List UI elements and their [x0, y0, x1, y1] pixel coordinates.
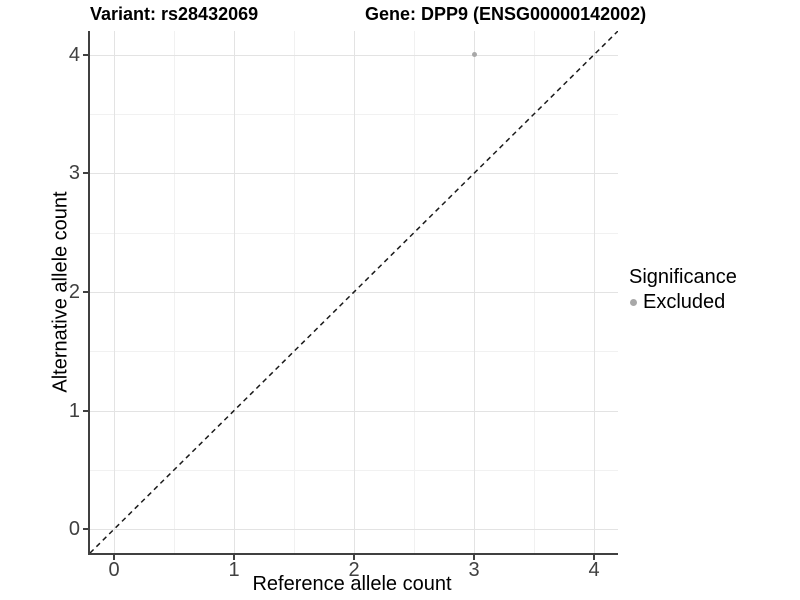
plot-title-gene: Gene: DPP9 (ENSG00000142002)	[365, 4, 647, 24]
x-tick-label: 4	[588, 559, 600, 581]
y-major-gridline	[90, 173, 618, 175]
x-axis-title: Reference allele count	[252, 573, 452, 595]
y-tick-label: 1	[68, 399, 80, 422]
x-tick-label: 1	[228, 559, 240, 581]
y-tick-label: 2	[68, 281, 80, 303]
y-tick-mark	[83, 409, 90, 412]
x-tick-mark	[593, 553, 595, 560]
y-major-gridline	[90, 292, 618, 293]
y-tick-label: 0	[68, 518, 80, 541]
x-tick-label: 2	[348, 559, 360, 581]
y-major-gridline	[90, 54, 618, 56]
y-tick-label: 4	[68, 43, 80, 66]
legend-item-label: Excluded	[643, 291, 726, 313]
plot-title-variant: Variant: rs28432069	[90, 4, 259, 24]
x-tick-mark	[473, 553, 475, 560]
y-tick-mark	[83, 528, 90, 531]
y-tick-label: 3	[68, 162, 80, 185]
x-tick-mark	[353, 553, 355, 560]
data-point	[471, 52, 477, 58]
x-tick-label: 0	[108, 559, 120, 581]
legend-title: Significance	[629, 266, 737, 288]
plot-panel: 0 1 2 3 4 0 1 2 3 4	[69, 31, 618, 581]
y-tick-mark	[83, 172, 90, 175]
legend: Significance Excluded	[629, 266, 737, 314]
y-tick-mark	[83, 53, 90, 56]
x-tick-mark	[113, 553, 115, 560]
y-tick-mark	[83, 291, 90, 293]
x-tick-label: 3	[468, 559, 480, 581]
x-tick-mark	[233, 553, 235, 560]
y-major-gridline	[90, 529, 618, 531]
legend-item-excluded: Excluded	[630, 291, 737, 314]
excluded-point-icon	[630, 299, 637, 306]
y-major-gridline	[90, 410, 618, 412]
